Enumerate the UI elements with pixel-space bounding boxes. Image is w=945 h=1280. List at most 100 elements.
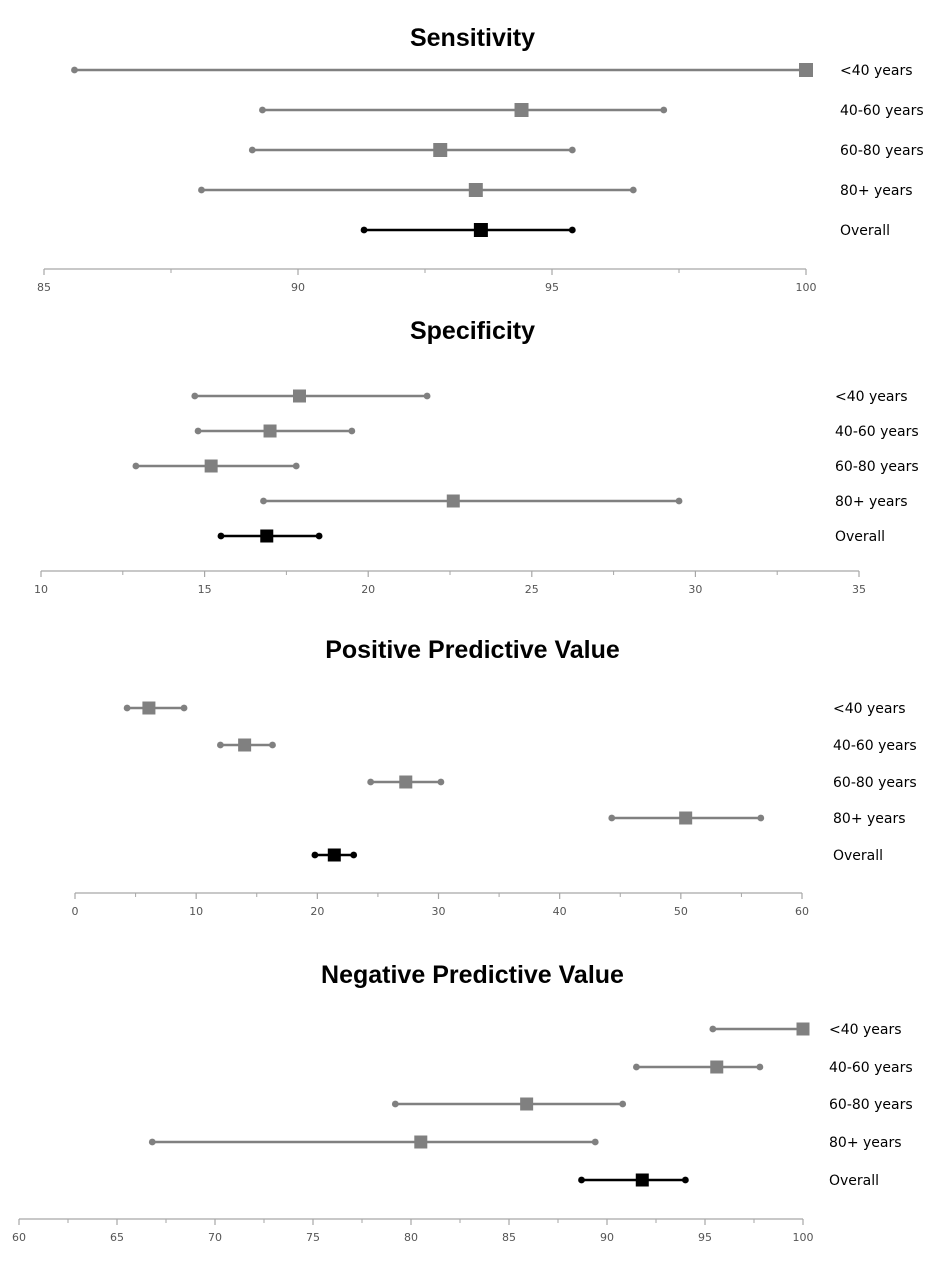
ci-upper-dot — [660, 106, 668, 114]
category-label: Overall — [829, 1173, 879, 1189]
x-tick-label: 95 — [545, 281, 559, 294]
point-estimate-square — [679, 811, 693, 825]
x-tick-label: 15 — [198, 583, 212, 596]
point-estimate-square — [142, 701, 156, 715]
point-estimate-square — [520, 1097, 534, 1111]
category-label: Overall — [840, 223, 890, 239]
ci-upper-dot — [629, 186, 637, 194]
ci-lower-dot — [217, 532, 225, 540]
point-estimate-square — [710, 1060, 724, 1074]
x-tick-label: 80 — [404, 1231, 418, 1244]
ppv-panel: Positive Predictive Value 0 10 20 30 40 50 60 <… — [0, 620, 945, 950]
ci-upper-dot — [757, 814, 765, 822]
category-label: 40-60 years — [833, 738, 917, 754]
point-estimate-square — [468, 183, 483, 197]
point-estimate-square — [238, 738, 252, 752]
category-label: 80+ years — [835, 494, 908, 510]
x-tick-label: 35 — [852, 583, 866, 596]
point-estimate-square — [263, 424, 277, 438]
ci-upper-dot — [348, 427, 356, 435]
ci-upper-dot — [682, 1176, 689, 1184]
ci-lower-dot — [391, 1100, 399, 1108]
point-estimate-square — [473, 223, 488, 237]
category-label: 60-80 years — [835, 459, 919, 475]
x-tick-label: 100 — [793, 1231, 814, 1244]
point-estimate-square — [260, 529, 274, 543]
ci-lower-dot — [123, 704, 131, 712]
specificity-forest-plot: 10 15 20 25 30 35 <40 years 40-60 years 60-80 ye… — [34, 389, 919, 596]
ci-upper-dot — [437, 778, 445, 786]
x-tick-label: 85 — [502, 1231, 516, 1244]
x-tick-label: 30 — [432, 905, 446, 918]
point-estimate-square — [635, 1173, 649, 1187]
category-label: <40 years — [829, 1022, 902, 1038]
ci-upper-dot — [423, 392, 431, 400]
ci-upper-dot — [568, 226, 576, 234]
x-tick-label: 25 — [525, 583, 539, 596]
ppv-forest-plot: 0 10 20 30 40 50 60 <40 years 40-60 years 60-80 y… — [72, 701, 917, 918]
ci-upper-dot — [180, 704, 188, 712]
ci-upper-dot — [350, 851, 358, 859]
x-tick-label: 10 — [189, 905, 203, 918]
point-estimate-square — [799, 63, 813, 77]
chart-title: Positive Predictive Value — [325, 636, 620, 664]
ci-upper-dot — [568, 146, 576, 154]
ci-lower-dot — [709, 1025, 717, 1033]
ci-lower-dot — [71, 66, 78, 74]
x-tick-label: 65 — [110, 1231, 124, 1244]
category-label: 60-80 years — [833, 775, 917, 791]
x-tick-label: 0 — [72, 905, 79, 918]
x-tick-label: 20 — [310, 905, 324, 918]
x-tick-label: 95 — [698, 1231, 712, 1244]
category-label: 80+ years — [840, 183, 913, 199]
ci-lower-dot — [260, 497, 267, 505]
ci-lower-dot — [148, 1138, 156, 1146]
category-label: 40-60 years — [835, 424, 919, 440]
x-tick-label: 30 — [688, 583, 702, 596]
x-tick-label: 90 — [600, 1231, 614, 1244]
category-label: <40 years — [840, 63, 913, 79]
ci-upper-dot — [591, 1138, 599, 1146]
point-estimate-square — [414, 1135, 428, 1149]
x-tick-label: 75 — [306, 1231, 320, 1244]
point-estimate-square — [514, 103, 529, 117]
x-tick-label: 50 — [674, 905, 688, 918]
x-tick-label: 60 — [795, 905, 809, 918]
category-label: Overall — [835, 529, 885, 545]
category-label: 60-80 years — [829, 1097, 913, 1113]
sensitivity-panel: Sensitivity 85 90 95 100 <40 years 40-60 year… — [0, 0, 945, 300]
point-estimate-square — [327, 848, 341, 862]
ci-upper-dot — [292, 462, 300, 470]
ci-lower-dot — [259, 106, 266, 114]
x-tick-label: 85 — [37, 281, 51, 294]
npv-panel: Negative Predictive Value 60 65 70 75 80 85 90… — [0, 950, 945, 1280]
x-tick-label: 20 — [361, 583, 375, 596]
ci-lower-dot — [633, 1063, 640, 1071]
category-label: 40-60 years — [829, 1060, 913, 1076]
x-tick-label: 90 — [291, 281, 305, 294]
x-tick-label: 60 — [12, 1231, 26, 1244]
ci-lower-dot — [248, 146, 256, 154]
point-estimate-square — [433, 143, 448, 157]
ci-upper-dot — [269, 741, 276, 749]
sensitivity-forest-plot: 85 90 95 100 <40 years 40-60 years 60-80 years… — [37, 63, 924, 294]
ci-upper-dot — [675, 497, 683, 505]
category-label: 80+ years — [833, 811, 906, 827]
chart-title: Specificity — [409, 317, 536, 345]
ci-lower-dot — [367, 778, 375, 786]
category-label: <40 years — [835, 389, 908, 405]
ci-upper-dot — [756, 1063, 764, 1071]
ci-lower-dot — [360, 226, 368, 234]
category-label: 60-80 years — [840, 143, 924, 159]
specificity-panel: Specificity 10 15 20 25 30 35 <40 years 40-60 y… — [0, 300, 945, 620]
ci-lower-dot — [578, 1176, 585, 1184]
category-label: <40 years — [833, 701, 906, 717]
category-label: 40-60 years — [840, 103, 924, 119]
point-estimate-square — [446, 494, 460, 508]
point-estimate-square — [292, 389, 306, 403]
ci-lower-dot — [608, 814, 616, 822]
ci-upper-dot — [315, 532, 323, 540]
ci-lower-dot — [217, 741, 224, 749]
x-tick-label: 100 — [796, 281, 817, 294]
x-tick-label: 40 — [553, 905, 567, 918]
